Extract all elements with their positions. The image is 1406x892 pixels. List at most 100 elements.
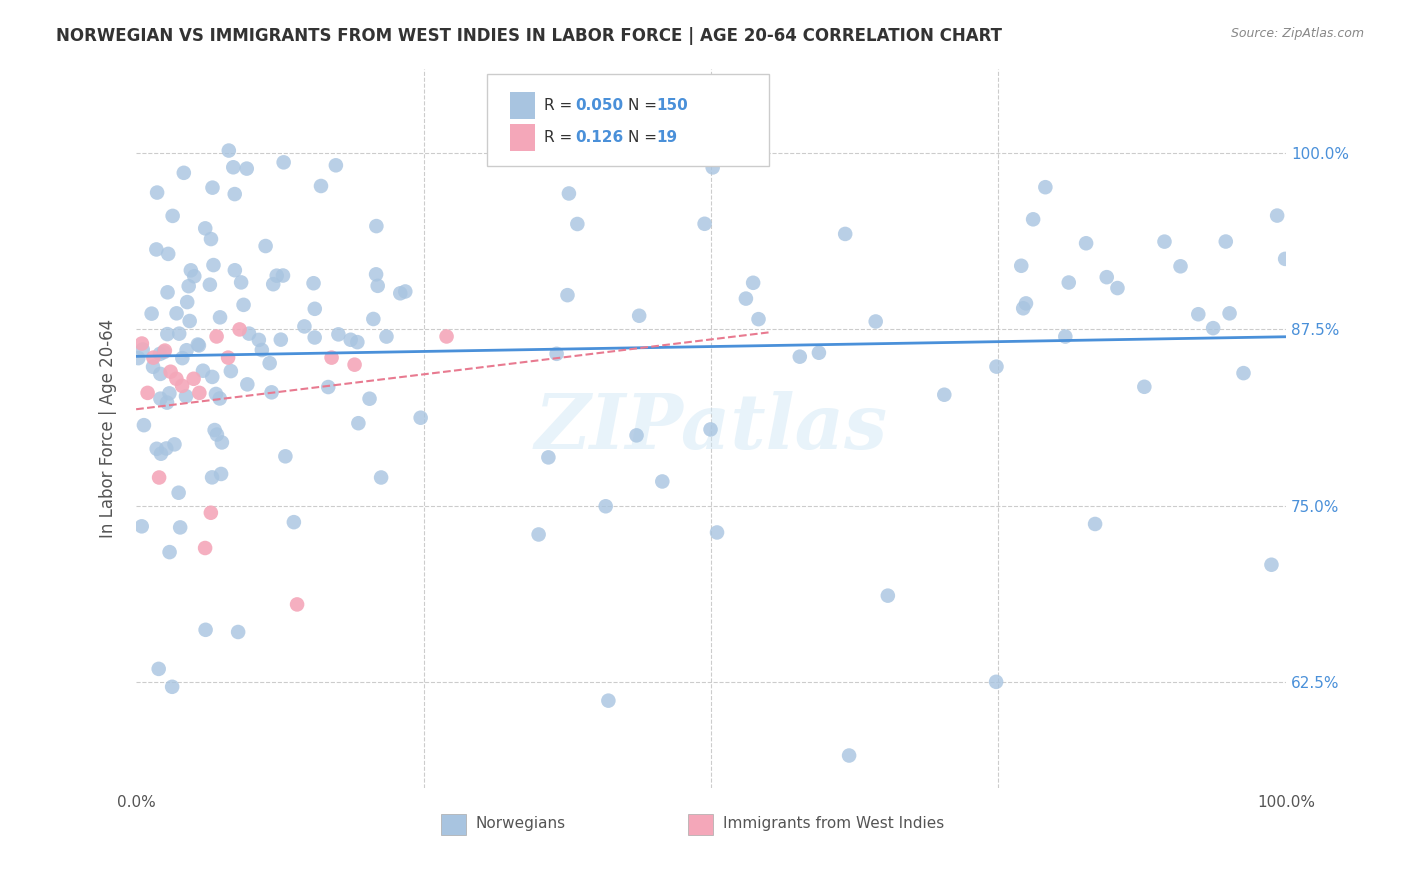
Point	[557, 288, 579, 302]
Point	[628, 309, 651, 323]
Point	[260, 385, 283, 400]
Point	[205, 329, 228, 343]
Point	[202, 258, 225, 272]
Point	[834, 227, 856, 241]
Point	[325, 158, 347, 172]
Point	[132, 343, 155, 357]
Point	[194, 541, 217, 555]
Point	[309, 179, 332, 194]
Point	[149, 392, 172, 406]
Point	[204, 423, 226, 437]
Text: R =: R =	[544, 130, 578, 145]
Point	[1215, 235, 1237, 249]
Point	[211, 435, 233, 450]
Point	[176, 295, 198, 310]
Point	[1012, 301, 1035, 316]
Point	[156, 327, 179, 342]
Point	[172, 351, 194, 365]
Text: R =: R =	[544, 98, 578, 112]
Text: 100.0%: 100.0%	[1257, 795, 1315, 810]
Point	[218, 144, 240, 158]
Point	[595, 500, 617, 514]
Point	[1015, 296, 1038, 310]
Point	[366, 219, 388, 233]
Point	[141, 307, 163, 321]
Point	[789, 350, 811, 364]
Point	[1084, 516, 1107, 531]
Text: Norwegians: Norwegians	[475, 816, 565, 831]
Point	[321, 351, 343, 365]
Point	[200, 506, 222, 520]
Point	[567, 217, 589, 231]
Point	[162, 209, 184, 223]
Point	[706, 525, 728, 540]
Point	[558, 186, 581, 201]
Point	[157, 386, 180, 401]
Point	[359, 392, 381, 406]
Point	[699, 422, 721, 436]
Point	[283, 515, 305, 529]
Point	[194, 623, 217, 637]
Point	[370, 470, 392, 484]
Point	[363, 312, 385, 326]
Point	[1057, 276, 1080, 290]
Point	[228, 322, 250, 336]
Point	[219, 364, 242, 378]
Point	[375, 329, 398, 343]
Point	[1035, 180, 1057, 194]
Point	[984, 674, 1007, 689]
Point	[328, 327, 350, 342]
Point	[367, 278, 389, 293]
Text: NORWEGIAN VS IMMIGRANTS FROM WEST INDIES IN LABOR FORCE | AGE 20-64 CORRELATION : NORWEGIAN VS IMMIGRANTS FROM WEST INDIES…	[56, 27, 1002, 45]
Point	[735, 292, 758, 306]
Point	[1219, 306, 1241, 320]
Point	[166, 306, 188, 320]
Point	[394, 285, 416, 299]
Point	[165, 372, 187, 386]
Point	[149, 447, 172, 461]
Point	[224, 263, 246, 277]
Point	[200, 232, 222, 246]
Point	[145, 243, 167, 257]
Point	[167, 326, 190, 341]
Point	[436, 329, 458, 343]
Point	[235, 161, 257, 176]
Point	[1074, 236, 1097, 251]
Point	[343, 358, 366, 372]
Point	[127, 351, 149, 365]
Point	[172, 379, 194, 393]
Text: 0.126: 0.126	[575, 130, 624, 145]
Point	[270, 333, 292, 347]
Point	[132, 418, 155, 433]
Point	[145, 442, 167, 456]
Point	[187, 338, 209, 352]
Point	[177, 279, 200, 293]
Point	[163, 437, 186, 451]
Point	[229, 276, 252, 290]
Point	[176, 343, 198, 358]
Point	[838, 748, 860, 763]
Point	[155, 442, 177, 456]
Point	[169, 520, 191, 534]
FancyBboxPatch shape	[688, 814, 713, 835]
Point	[156, 395, 179, 409]
Point	[294, 319, 316, 334]
Point	[217, 351, 239, 365]
Point	[250, 343, 273, 357]
Point	[208, 310, 231, 325]
Point	[1187, 307, 1209, 321]
Point	[316, 380, 339, 394]
Point	[183, 269, 205, 284]
Point	[153, 343, 176, 358]
Point	[148, 662, 170, 676]
Point	[232, 298, 254, 312]
Point	[201, 470, 224, 484]
Point	[546, 347, 568, 361]
Point	[146, 186, 169, 200]
Point	[273, 155, 295, 169]
Text: ZIPatlas: ZIPatlas	[534, 391, 887, 465]
Point	[205, 427, 228, 442]
Point	[266, 268, 288, 283]
Point	[180, 263, 202, 277]
Point	[173, 166, 195, 180]
